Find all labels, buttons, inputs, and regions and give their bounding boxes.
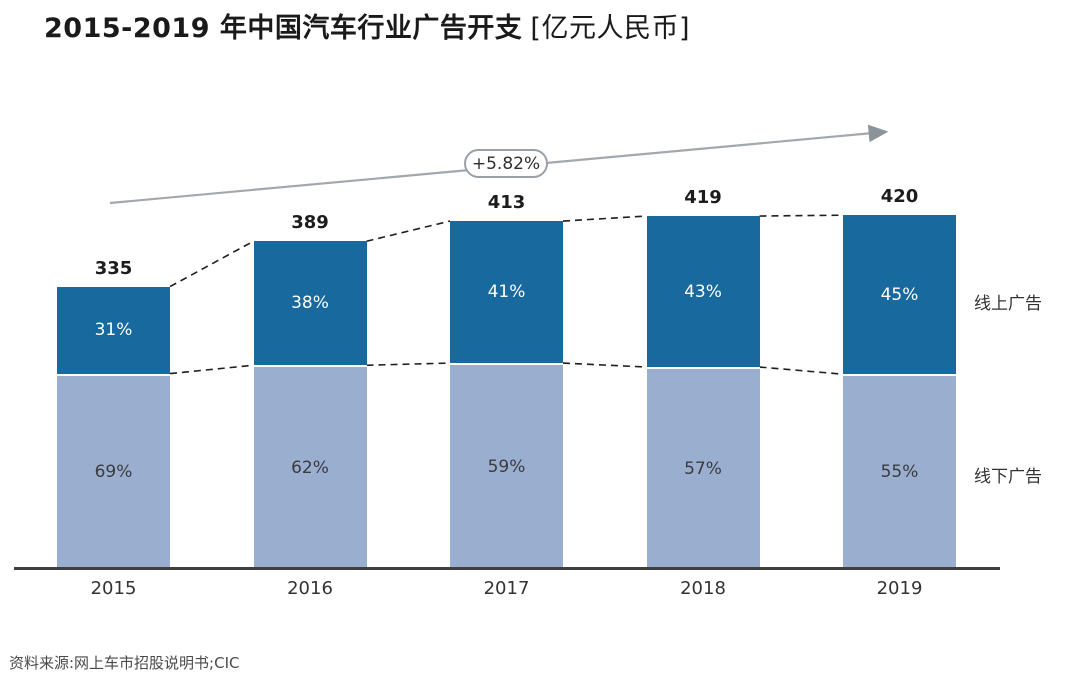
chart-title-unit: [亿元人民币] <box>530 13 690 44</box>
offline-pct-label: 59% <box>487 456 526 477</box>
growth-annotation-badge: +5.82% <box>464 149 548 178</box>
offline-pct-label: 57% <box>684 458 722 479</box>
bar-segment-online: 41% <box>450 221 563 364</box>
bar-segment-offline: 69% <box>57 373 170 568</box>
bar-segment-offline: 57% <box>646 367 760 568</box>
online-pct-label: 43% <box>684 281 722 302</box>
online-pct-label: 45% <box>880 284 919 305</box>
chart-title-main: 2015-2019 年中国汽车行业广告开支 <box>44 13 523 44</box>
bar-segment-online: 38% <box>253 241 367 366</box>
x-axis-tick-label: 2018 <box>680 578 726 599</box>
online-pct-label: 31% <box>94 320 133 341</box>
bar-total-label: 413 <box>487 192 526 214</box>
bar-segment-online: 31% <box>57 286 170 374</box>
x-axis-line <box>14 567 1000 570</box>
x-axis-tick-label: 2015 <box>90 578 137 599</box>
bar-segment-offline: 59% <box>450 363 563 568</box>
offline-pct-label: 55% <box>880 462 919 483</box>
bar-segment-online: 43% <box>646 216 760 368</box>
bar-segment-online: 45% <box>843 215 956 375</box>
online-pct-label: 41% <box>487 282 526 303</box>
x-axis-tick-label: 2016 <box>287 578 333 599</box>
chart-title: 2015-2019 年中国汽车行业广告开支 [亿元人民币] <box>44 6 690 45</box>
bar-total-label: 419 <box>684 187 722 209</box>
bar-total-label: 335 <box>94 257 133 279</box>
bar-segment-offline: 62% <box>253 365 367 568</box>
offline-pct-label: 62% <box>291 457 329 478</box>
bar-total-label: 389 <box>291 212 329 234</box>
source-note: 资料来源:网上车市招股说明书;CIC <box>9 654 240 672</box>
x-axis-tick-label: 2019 <box>876 578 923 599</box>
online-pct-label: 38% <box>291 293 329 314</box>
legend-offline-label: 线下广告 <box>974 467 1042 487</box>
bar-segment-offline: 55% <box>843 374 956 568</box>
offline-pct-label: 69% <box>94 461 133 482</box>
x-axis-tick-label: 2017 <box>483 578 530 599</box>
bar-total-label: 420 <box>880 186 919 208</box>
legend-online-label: 线上广告 <box>974 294 1042 314</box>
